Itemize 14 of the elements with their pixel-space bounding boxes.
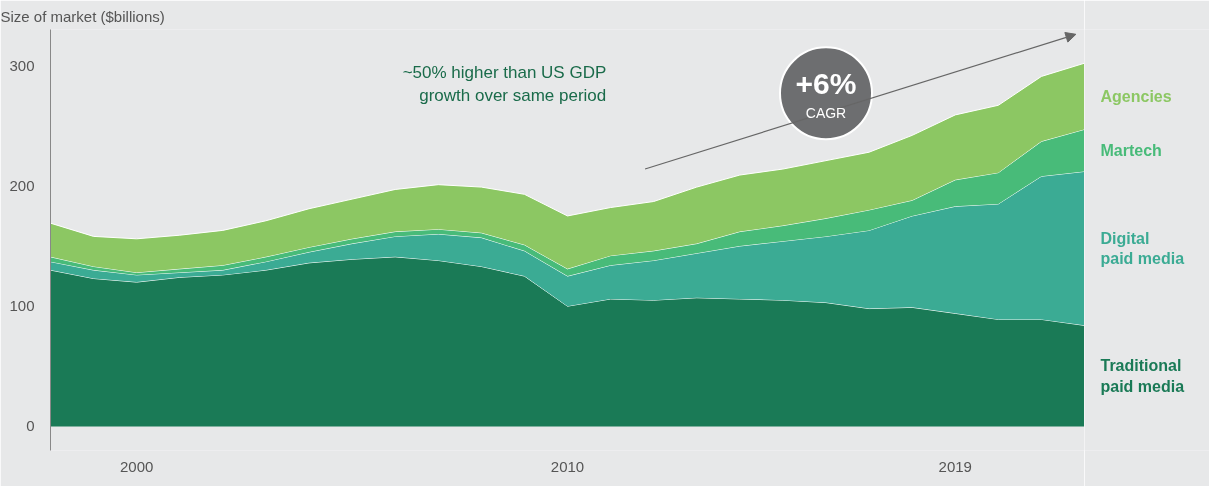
series-label: Agencies [1100, 87, 1172, 105]
annotation: ~50% higher than US GDP growth over same period [402, 62, 607, 105]
series-label: Traditional paid media [1100, 357, 1185, 395]
y-tick-label: 300 [9, 56, 35, 74]
x-tick-label: 2019 [938, 457, 972, 475]
y-tick-label: 200 [9, 176, 35, 194]
annotation: +6% CAGR [795, 66, 857, 122]
x-tick-label: 2000 [119, 457, 154, 475]
y-tick-label: 100 [9, 297, 35, 315]
y-tick-label: 0 [26, 417, 35, 435]
y-axis-title: Size of market ($billions) [0, 7, 165, 25]
series-label: Digital paid media [1100, 229, 1185, 268]
series-label: Martech [1100, 141, 1162, 159]
x-tick-label: 2010 [550, 457, 585, 475]
